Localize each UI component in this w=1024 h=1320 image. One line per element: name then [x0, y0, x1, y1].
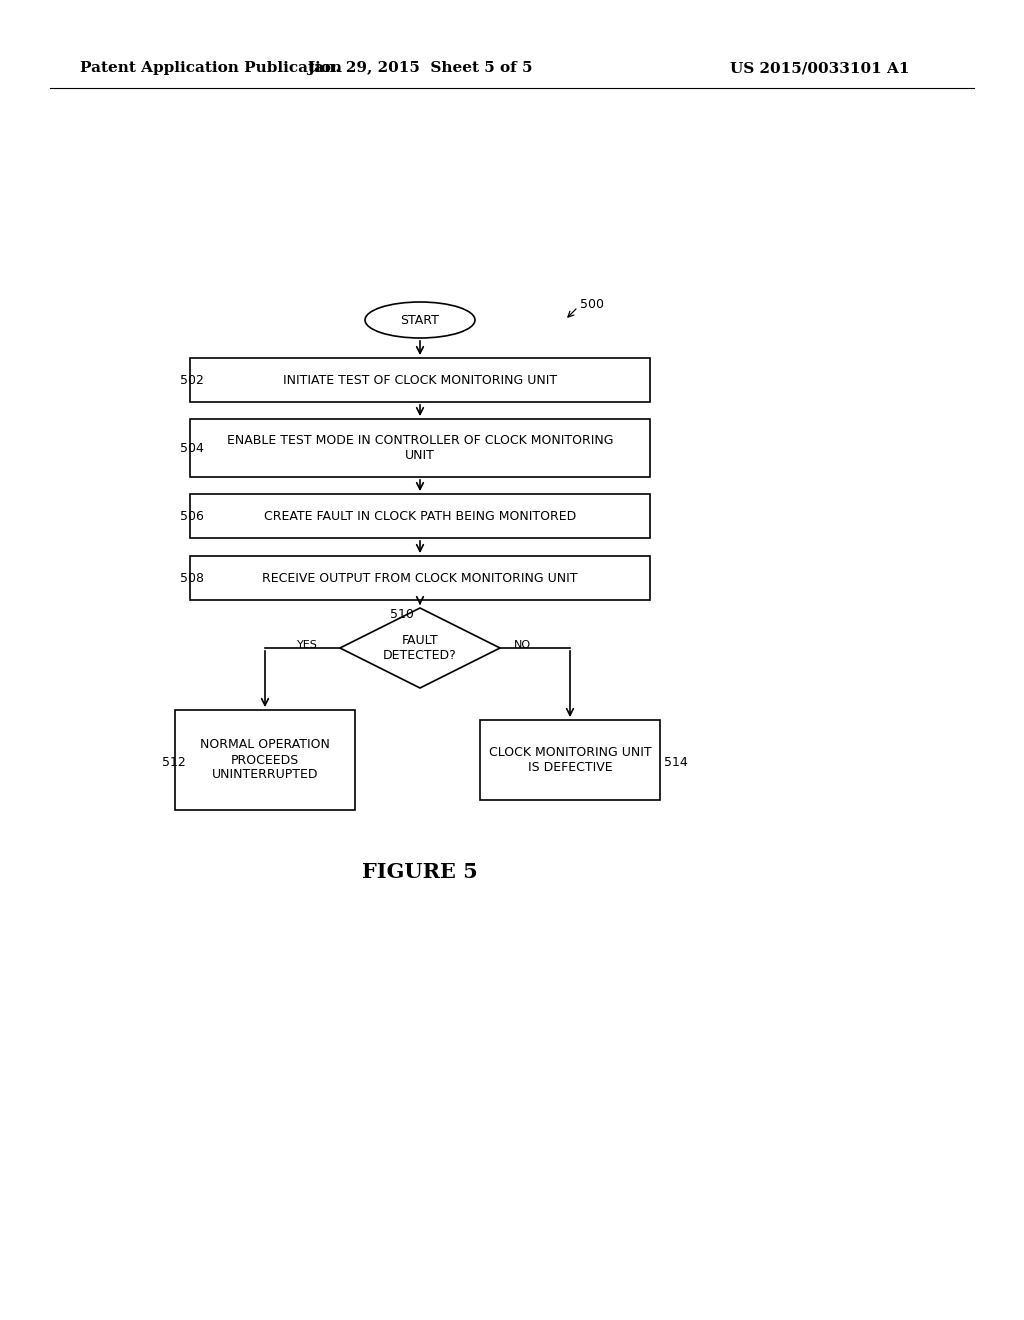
Text: 500: 500	[580, 298, 604, 312]
Text: US 2015/0033101 A1: US 2015/0033101 A1	[730, 61, 909, 75]
Text: FAULT
DETECTED?: FAULT DETECTED?	[383, 634, 457, 663]
Text: CREATE FAULT IN CLOCK PATH BEING MONITORED: CREATE FAULT IN CLOCK PATH BEING MONITOR…	[264, 510, 577, 523]
Text: INITIATE TEST OF CLOCK MONITORING UNIT: INITIATE TEST OF CLOCK MONITORING UNIT	[283, 374, 557, 387]
Bar	[190, 358, 650, 403]
Polygon shape	[340, 609, 500, 688]
Bar	[175, 710, 355, 810]
Text: 508: 508	[180, 572, 204, 585]
Text: 510: 510	[390, 607, 414, 620]
Bar	[190, 556, 650, 601]
Text: NO: NO	[514, 640, 531, 649]
Text: START: START	[400, 314, 439, 326]
Text: 502: 502	[180, 374, 204, 387]
Bar	[190, 418, 650, 477]
Text: 512: 512	[162, 755, 185, 768]
Text: NORMAL OPERATION
PROCEEDS
UNINTERRUPTED: NORMAL OPERATION PROCEEDS UNINTERRUPTED	[200, 738, 330, 781]
Text: Patent Application Publication: Patent Application Publication	[80, 61, 342, 75]
Text: 506: 506	[180, 510, 204, 523]
Text: 504: 504	[180, 441, 204, 454]
Text: FIGURE 5: FIGURE 5	[362, 862, 478, 882]
Bar	[480, 719, 660, 800]
Text: RECEIVE OUTPUT FROM CLOCK MONITORING UNIT: RECEIVE OUTPUT FROM CLOCK MONITORING UNI…	[262, 572, 578, 585]
Ellipse shape	[365, 302, 475, 338]
Text: ENABLE TEST MODE IN CONTROLLER OF CLOCK MONITORING
UNIT: ENABLE TEST MODE IN CONTROLLER OF CLOCK …	[226, 434, 613, 462]
Text: Jan. 29, 2015  Sheet 5 of 5: Jan. 29, 2015 Sheet 5 of 5	[307, 61, 532, 75]
Bar	[190, 494, 650, 539]
Text: CLOCK MONITORING UNIT
IS DEFECTIVE: CLOCK MONITORING UNIT IS DEFECTIVE	[488, 746, 651, 774]
Text: YES: YES	[297, 640, 318, 649]
Text: 514: 514	[664, 755, 688, 768]
